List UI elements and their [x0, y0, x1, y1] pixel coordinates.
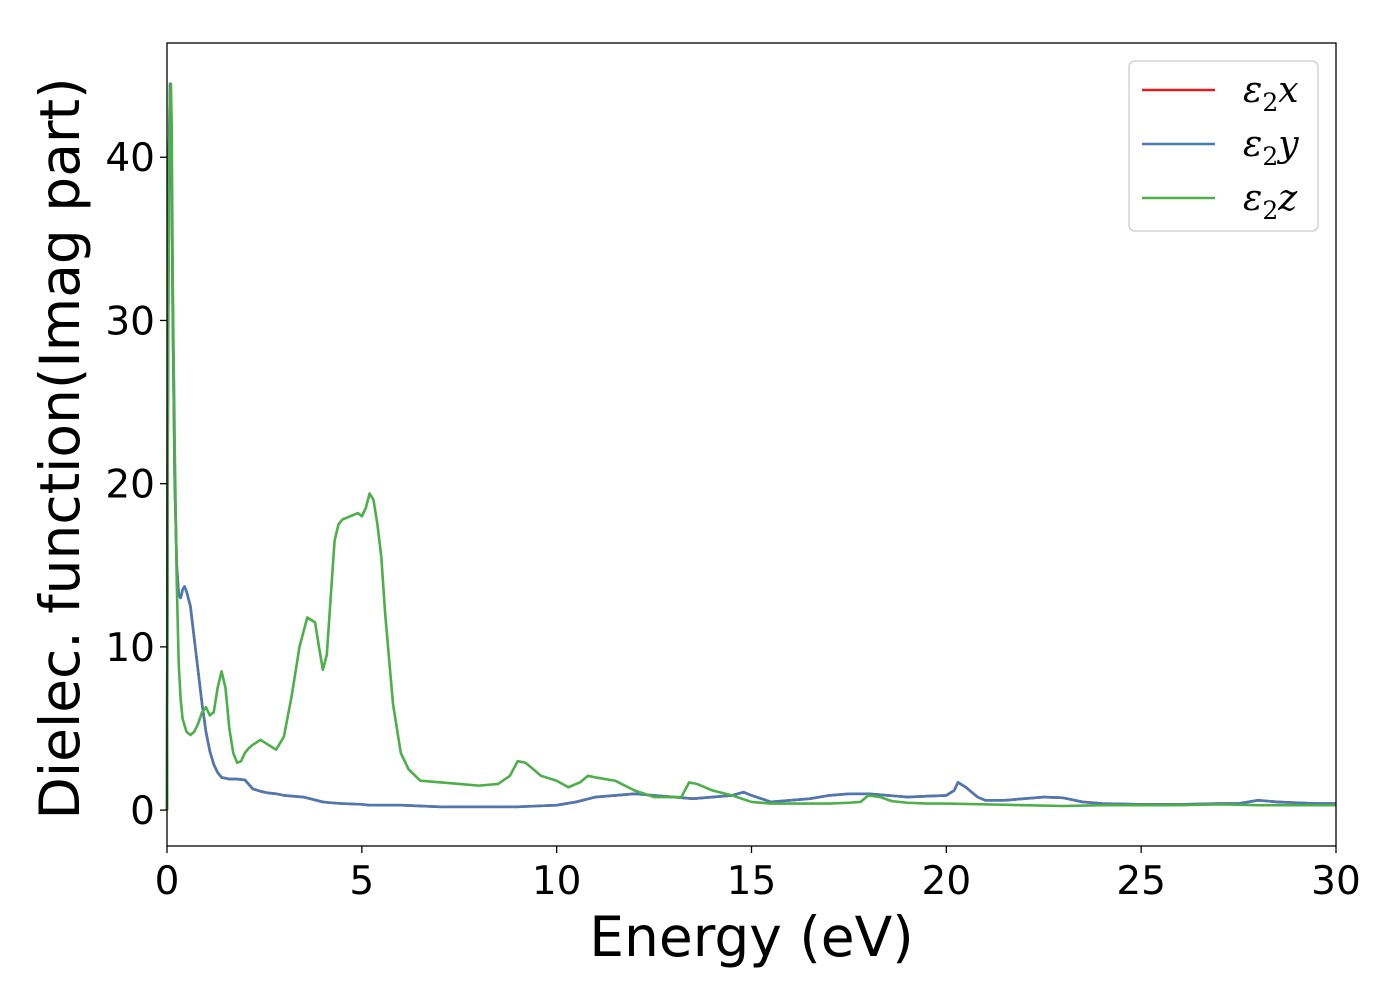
y-tick-label: 10: [105, 626, 155, 671]
y-axis-label: Dielec. function(Imag part): [28, 77, 92, 819]
series-layer: [165, 82, 1336, 811]
x-axis-label: Energy (eV): [589, 905, 913, 969]
x-tick-label: 10: [532, 859, 582, 904]
x-tick-label: 5: [349, 859, 374, 904]
legend-label-base: ε: [1243, 178, 1262, 219]
legend-label-base: ε: [1243, 124, 1262, 165]
legend-label-subscript: 2: [1262, 142, 1278, 171]
legend-label-axis: x: [1278, 70, 1298, 111]
legend-label-subscript: 2: [1262, 88, 1278, 117]
y-tick-label: 40: [105, 136, 155, 181]
legend-label-subscript: 2: [1262, 196, 1278, 225]
legend-label-z: ε2z: [1243, 178, 1298, 225]
legend-label-axis: y: [1276, 124, 1299, 165]
ticks-layer: 0 5 10 15 20 25 30 0 10 20 30 40: [105, 136, 1360, 904]
series-line-z: [165, 82, 1336, 811]
y-tick-label: 30: [105, 299, 155, 344]
y-tick-label: 0: [130, 789, 155, 834]
x-tick-label: 15: [727, 859, 777, 904]
series-line-y: [165, 82, 1336, 811]
x-tick-label: 0: [155, 859, 180, 904]
x-tick-label: 30: [1311, 859, 1361, 904]
x-tick-label: 20: [922, 859, 972, 904]
legend-label-base: ε: [1243, 70, 1262, 111]
legend-label-axis: z: [1277, 178, 1298, 219]
legend-label-x: ε2x: [1243, 70, 1299, 117]
legend-box: [1128, 60, 1319, 232]
x-tick-label: 25: [1116, 859, 1166, 904]
legend-label-y: ε2y: [1243, 124, 1299, 171]
y-tick-label: 20: [105, 463, 155, 508]
